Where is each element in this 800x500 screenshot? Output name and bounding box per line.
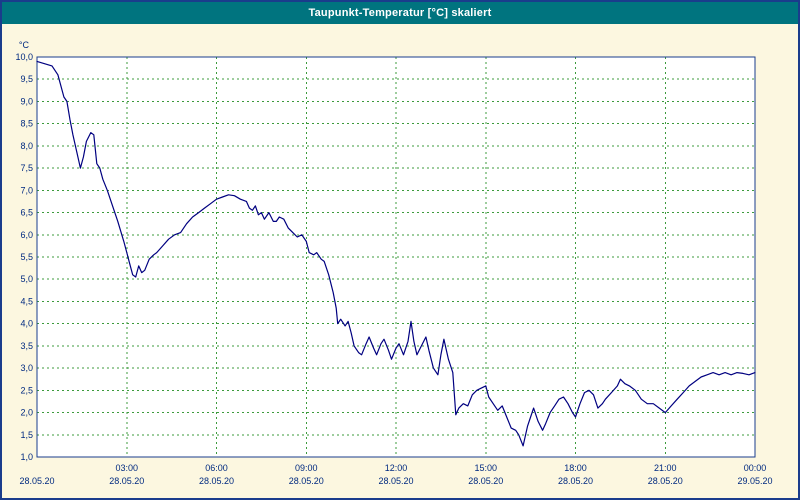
y-tick-label: 1,0 bbox=[20, 452, 33, 462]
y-tick-label: 3,0 bbox=[20, 363, 33, 373]
y-tick-label: 2,0 bbox=[20, 408, 33, 418]
y-tick-label: 9,0 bbox=[20, 96, 33, 106]
x-tick-date-label: 28.05.20 bbox=[19, 476, 54, 486]
x-tick-date-label: 28.05.20 bbox=[289, 476, 324, 486]
y-tick-label: 9,5 bbox=[20, 74, 33, 84]
y-tick-label: 6,5 bbox=[20, 208, 33, 218]
y-tick-label: 5,0 bbox=[20, 274, 33, 284]
x-tick-time-label: 03:00 bbox=[115, 463, 138, 473]
y-tick-label: 4,0 bbox=[20, 319, 33, 329]
x-tick-time-label: 18:00 bbox=[564, 463, 587, 473]
y-tick-label: 8,5 bbox=[20, 119, 33, 129]
x-tick-date-label: 29.05.20 bbox=[737, 476, 772, 486]
y-tick-label: 4,5 bbox=[20, 296, 33, 306]
x-tick-time-label: 09:00 bbox=[295, 463, 318, 473]
x-tick-time-label: 12:00 bbox=[385, 463, 408, 473]
y-tick-label: 1,5 bbox=[20, 430, 33, 440]
y-tick-label: 5,5 bbox=[20, 252, 33, 262]
y-tick-label: 6,0 bbox=[20, 230, 33, 240]
window-title: Taupunkt-Temperatur [°C] skaliert bbox=[308, 7, 492, 19]
titlebar: Taupunkt-Temperatur [°C] skaliert bbox=[2, 2, 798, 24]
y-tick-label: 2,5 bbox=[20, 385, 33, 395]
x-tick-time-label: 00:00 bbox=[744, 463, 767, 473]
x-tick-time-label: 21:00 bbox=[654, 463, 677, 473]
x-tick-date-label: 28.05.20 bbox=[558, 476, 593, 486]
x-tick-date-label: 28.05.20 bbox=[378, 476, 413, 486]
y-tick-label: 7,0 bbox=[20, 185, 33, 195]
x-tick-date-label: 28.05.20 bbox=[468, 476, 503, 486]
y-tick-label: 8,0 bbox=[20, 141, 33, 151]
x-tick-time-label: 15:00 bbox=[474, 463, 497, 473]
plot-border bbox=[36, 56, 756, 458]
y-tick-label: 3,5 bbox=[20, 341, 33, 351]
temperature-line bbox=[36, 60, 756, 447]
y-tick-label: 10,0 bbox=[15, 52, 33, 62]
dewpoint-chart: °C 10,0 9,5 9,0 8,5 8,0 7,5 7,0 6,5 6,0 5,5 5,0 4,5 4… bbox=[15, 40, 772, 486]
x-tick-date-label: 28.05.20 bbox=[109, 476, 144, 486]
x-tick-date-label: 28.05.20 bbox=[199, 476, 234, 486]
y-axis-unit-label: °C bbox=[19, 40, 30, 50]
y-tick-label: 7,5 bbox=[20, 163, 33, 173]
x-tick-time-label: 06:00 bbox=[205, 463, 228, 473]
x-tick-date-label: 28.05.20 bbox=[648, 476, 683, 486]
